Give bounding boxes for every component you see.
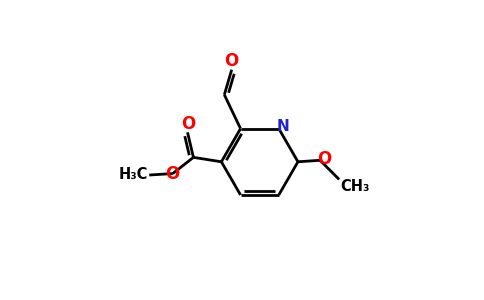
Text: O: O — [317, 150, 331, 168]
Text: N: N — [276, 119, 289, 134]
Text: O: O — [166, 165, 180, 183]
Text: CH₃: CH₃ — [341, 179, 370, 194]
Text: O: O — [225, 52, 239, 70]
Text: H₃C: H₃C — [119, 167, 148, 182]
Text: O: O — [181, 116, 195, 134]
